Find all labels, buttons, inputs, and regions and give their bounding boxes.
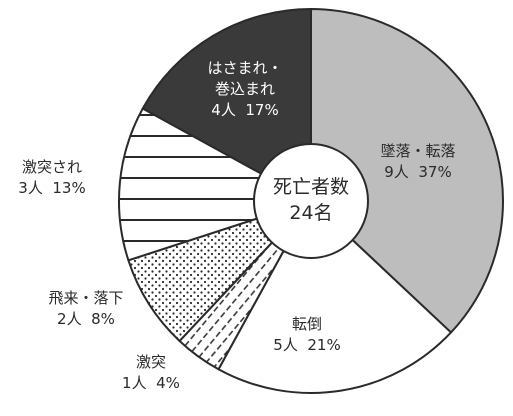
slice-struck [118,107,312,262]
label-caught: はさまれ・ 巻込まれ 4人 17% [185,58,305,121]
label-tumble: 転倒 5人 21% [262,314,352,356]
label-struck-name: 激突され [21,158,82,176]
slice-fall [310,8,504,334]
center-total-line2: 24名 [289,202,333,224]
label-falling-object: 飛来・落下 2人 8% [26,288,146,330]
label-caught-percent: 17% [245,101,279,119]
label-caught-name-line2: 巻込まれ [214,80,275,98]
label-struck-count: 3人 [18,179,43,197]
label-collision: 激突 1人 4% [106,352,196,394]
label-tumble-percent: 21% [307,336,341,354]
label-collision-percent: 4% [156,374,180,392]
center-total-line1: 死亡者数 [272,176,349,198]
label-struck-percent: 13% [52,179,86,197]
slice-tumble [217,200,452,394]
label-fall-count: 9人 [384,163,409,181]
label-fall-percent: 37% [418,163,452,181]
center-total: 死亡者数 24名 [254,174,368,226]
label-struck: 激突され 3人 13% [2,157,102,199]
slice-caught [141,8,312,202]
label-fall: 墜落・転落 9人 37% [358,141,478,183]
label-fall-name: 墜落・転落 [380,142,456,160]
label-collision-name: 激突 [135,353,166,371]
label-tumble-name: 転倒 [291,315,322,333]
label-falling-object-count: 2人 [57,310,82,328]
center-hole [253,143,369,259]
label-caught-name-line1: はさまれ・ [207,59,283,77]
label-falling-object-percent: 8% [91,310,115,328]
pie-slices [118,8,504,394]
label-caught-count: 4人 [211,101,236,119]
label-collision-count: 1人 [122,374,147,392]
label-falling-object-name: 飛来・落下 [48,289,124,307]
label-tumble-count: 5人 [273,336,298,354]
